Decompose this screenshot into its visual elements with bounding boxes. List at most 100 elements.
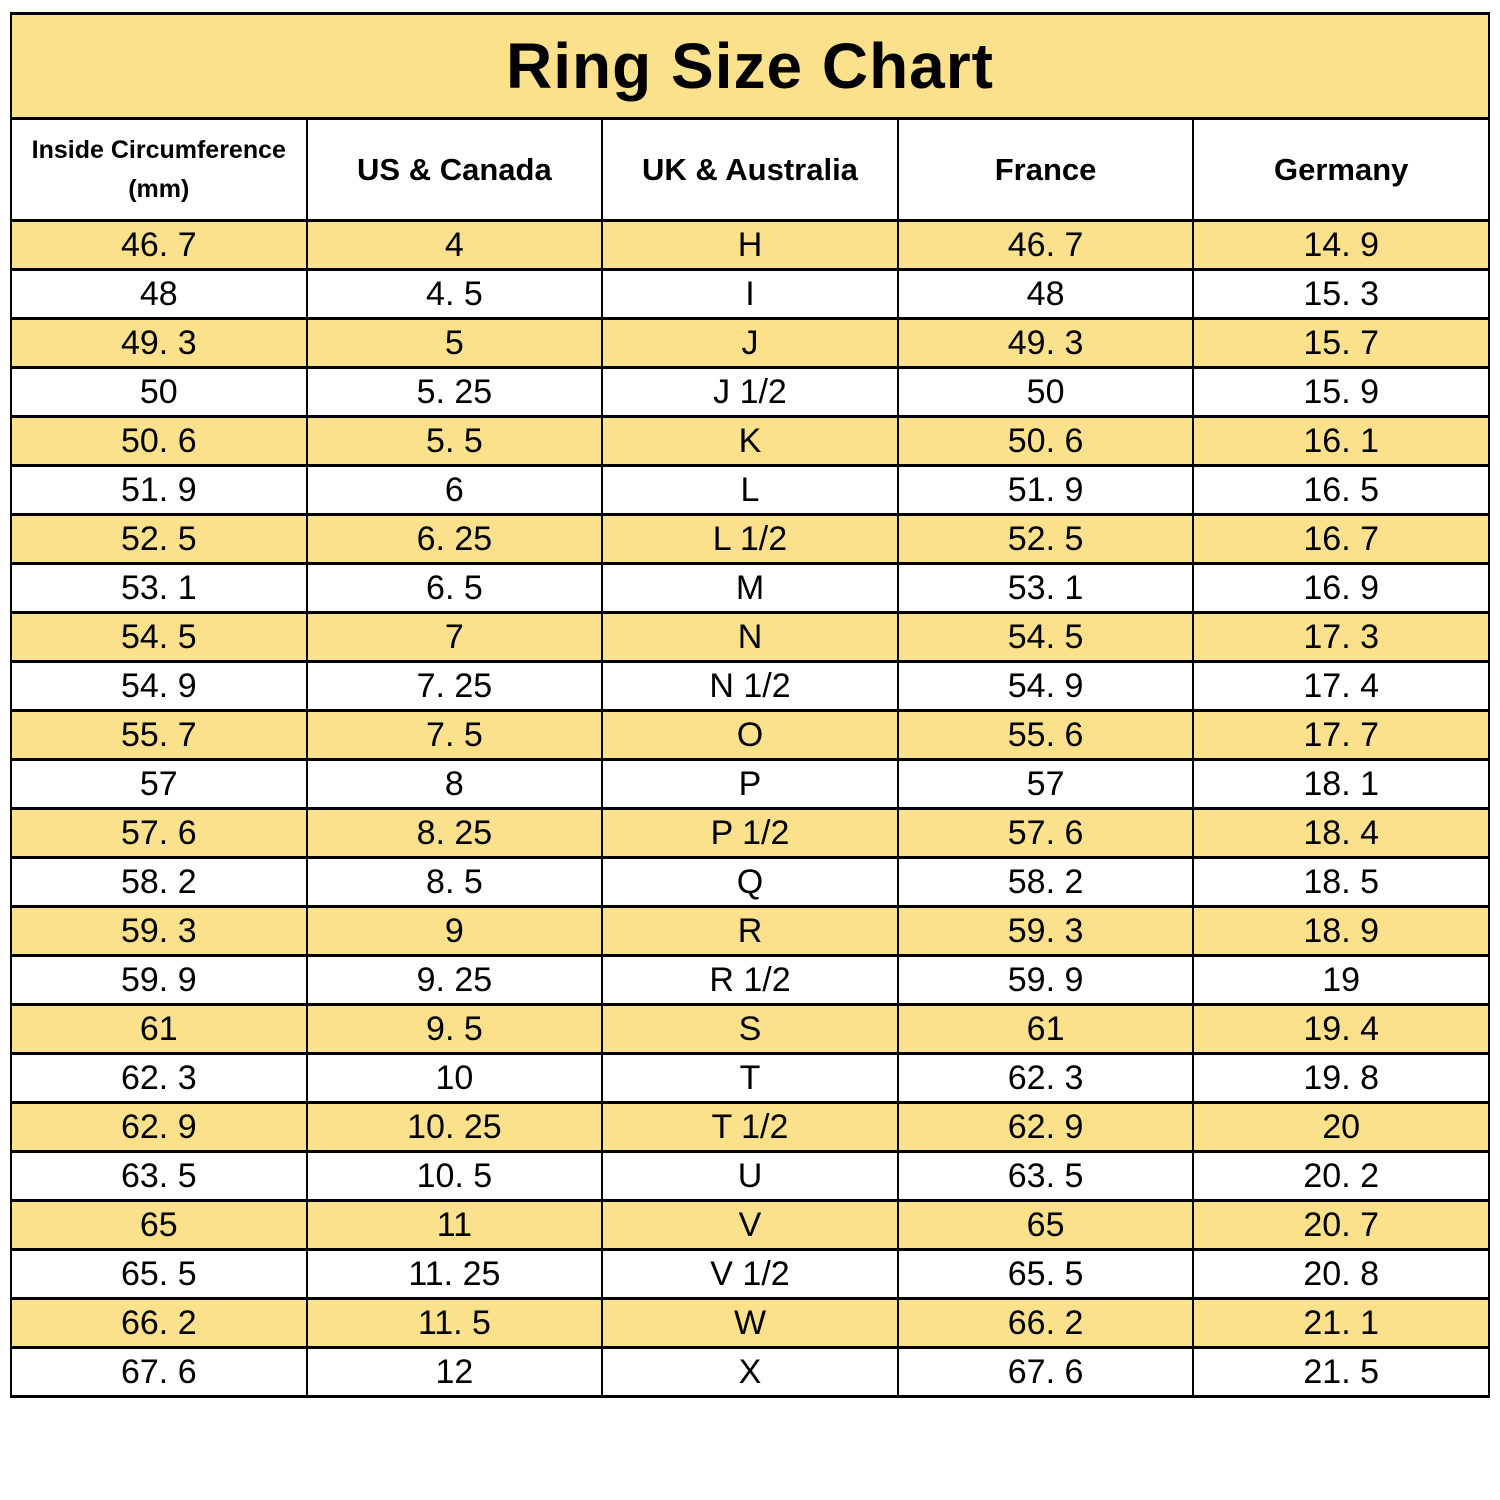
table-cell: 50 bbox=[896, 366, 1195, 418]
table-cell: T bbox=[601, 1052, 899, 1104]
column-header-uk-australia: UK & Australia bbox=[601, 117, 899, 222]
table-cell: 57 bbox=[896, 758, 1195, 810]
table-cell: 46. 7 bbox=[10, 219, 308, 271]
table-cell: 8. 25 bbox=[305, 807, 604, 859]
ring-size-chart-table: Ring Size Chart Inside Circumference (mm… bbox=[10, 12, 1490, 1398]
table-row: 63. 5 10. 5 U 63. 5 20. 2 bbox=[10, 1150, 1490, 1202]
table-cell: Q bbox=[601, 856, 899, 908]
table-row: 54. 9 7. 25 N 1/2 54. 9 17. 4 bbox=[10, 660, 1490, 712]
table-cell: 61 bbox=[10, 1003, 308, 1055]
table-cell: J 1/2 bbox=[601, 366, 899, 418]
table-row: 67. 6 12 X 67. 6 21. 5 bbox=[10, 1346, 1490, 1398]
table-cell: W bbox=[601, 1297, 899, 1349]
column-header-sublabel: (mm) bbox=[128, 174, 190, 203]
table-cell: 8. 5 bbox=[305, 856, 604, 908]
table-cell: 18. 5 bbox=[1192, 856, 1490, 908]
table-row: 61 9. 5 S 61 19. 4 bbox=[10, 1003, 1490, 1055]
table-cell: 21. 5 bbox=[1192, 1346, 1490, 1398]
table-cell: 57. 6 bbox=[10, 807, 308, 859]
table-row: 66. 2 11. 5 W 66. 2 21. 1 bbox=[10, 1297, 1490, 1349]
table-cell: 7. 25 bbox=[305, 660, 604, 712]
table-cell: X bbox=[601, 1346, 899, 1398]
table-cell: 66. 2 bbox=[10, 1297, 308, 1349]
table-row: 57 8 P 57 18. 1 bbox=[10, 758, 1490, 810]
table-cell: H bbox=[601, 219, 899, 271]
table-cell: 65 bbox=[896, 1199, 1195, 1251]
table-cell: 55. 6 bbox=[896, 709, 1195, 761]
table-cell: 65. 5 bbox=[10, 1248, 308, 1300]
table-cell: O bbox=[601, 709, 899, 761]
table-cell: 5. 25 bbox=[305, 366, 604, 418]
table-cell: 4 bbox=[305, 219, 604, 271]
table-row: 62. 3 10 T 62. 3 19. 8 bbox=[10, 1052, 1490, 1104]
table-cell: 50 bbox=[10, 366, 308, 418]
table-cell: P bbox=[601, 758, 899, 810]
column-header-germany: Germany bbox=[1192, 117, 1490, 222]
table-cell: 4. 5 bbox=[305, 268, 604, 320]
table-cell: 18. 4 bbox=[1192, 807, 1490, 859]
table-cell: 59. 9 bbox=[10, 954, 308, 1006]
table-cell: 9. 25 bbox=[305, 954, 604, 1006]
table-cell: 54. 5 bbox=[896, 611, 1195, 663]
table-row: 65 11 V 65 20. 7 bbox=[10, 1199, 1490, 1251]
table-cell: 59. 9 bbox=[896, 954, 1195, 1006]
table-row: 59. 3 9 R 59. 3 18. 9 bbox=[10, 905, 1490, 957]
table-cell: R bbox=[601, 905, 899, 957]
column-header-us-canada: US & Canada bbox=[305, 117, 604, 222]
table-cell: 17. 4 bbox=[1192, 660, 1490, 712]
table-cell: 7 bbox=[305, 611, 604, 663]
table-header: Ring Size Chart Inside Circumference (mm… bbox=[10, 12, 1490, 222]
table-cell: 49. 3 bbox=[10, 317, 308, 369]
table-cell: 10. 5 bbox=[305, 1150, 604, 1202]
table-cell: 55. 7 bbox=[10, 709, 308, 761]
table-cell: 6. 5 bbox=[305, 562, 604, 614]
table-cell: 49. 3 bbox=[896, 317, 1195, 369]
chart-title: Ring Size Chart bbox=[10, 12, 1490, 120]
table-row: 52. 5 6. 25 L 1/2 52. 5 16. 7 bbox=[10, 513, 1490, 565]
table-row: 48 4. 5 I 48 15. 3 bbox=[10, 268, 1490, 320]
table-cell: 46. 7 bbox=[896, 219, 1195, 271]
table-cell: 19. 4 bbox=[1192, 1003, 1490, 1055]
table-cell: 10 bbox=[305, 1052, 604, 1104]
table-cell: 5. 5 bbox=[305, 415, 604, 467]
table-cell: J bbox=[601, 317, 899, 369]
table-cell: 15. 3 bbox=[1192, 268, 1490, 320]
table-cell: 7. 5 bbox=[305, 709, 604, 761]
table-cell: 59. 3 bbox=[10, 905, 308, 957]
table-cell: 50. 6 bbox=[10, 415, 308, 467]
table-cell: 11. 5 bbox=[305, 1297, 604, 1349]
table-cell: 51. 9 bbox=[896, 464, 1195, 516]
table-cell: 5 bbox=[305, 317, 604, 369]
table-cell: 54. 5 bbox=[10, 611, 308, 663]
table-cell: 12 bbox=[305, 1346, 604, 1398]
table-cell: 65 bbox=[10, 1199, 308, 1251]
table-cell: 18. 1 bbox=[1192, 758, 1490, 810]
table-cell: 16. 7 bbox=[1192, 513, 1490, 565]
table-cell: 17. 7 bbox=[1192, 709, 1490, 761]
table-row: 50 5. 25 J 1/2 50 15. 9 bbox=[10, 366, 1490, 418]
table-cell: 9 bbox=[305, 905, 604, 957]
table-cell: 18. 9 bbox=[1192, 905, 1490, 957]
table-cell: 20. 8 bbox=[1192, 1248, 1490, 1300]
table-cell: 15. 9 bbox=[1192, 366, 1490, 418]
table-cell: 51. 9 bbox=[10, 464, 308, 516]
table-cell: 54. 9 bbox=[10, 660, 308, 712]
table-cell: 62. 3 bbox=[896, 1052, 1195, 1104]
table-cell: 10. 25 bbox=[305, 1101, 604, 1153]
table-cell: N bbox=[601, 611, 899, 663]
table-row: 65. 5 11. 25 V 1/2 65. 5 20. 8 bbox=[10, 1248, 1490, 1300]
table-cell: I bbox=[601, 268, 899, 320]
table-cell: N 1/2 bbox=[601, 660, 899, 712]
table-cell: M bbox=[601, 562, 899, 614]
table-cell: 62. 3 bbox=[10, 1052, 308, 1104]
table-row: 57. 6 8. 25 P 1/2 57. 6 18. 4 bbox=[10, 807, 1490, 859]
table-cell: 54. 9 bbox=[896, 660, 1195, 712]
table-cell: 9. 5 bbox=[305, 1003, 604, 1055]
table-cell: 11 bbox=[305, 1199, 604, 1251]
table-row: 54. 5 7 N 54. 5 17. 3 bbox=[10, 611, 1490, 663]
table-row: 50. 6 5. 5 K 50. 6 16. 1 bbox=[10, 415, 1490, 467]
table-row: 46. 7 4 H 46. 7 14. 9 bbox=[10, 219, 1490, 271]
table-cell: 11. 25 bbox=[305, 1248, 604, 1300]
table-cell: P 1/2 bbox=[601, 807, 899, 859]
